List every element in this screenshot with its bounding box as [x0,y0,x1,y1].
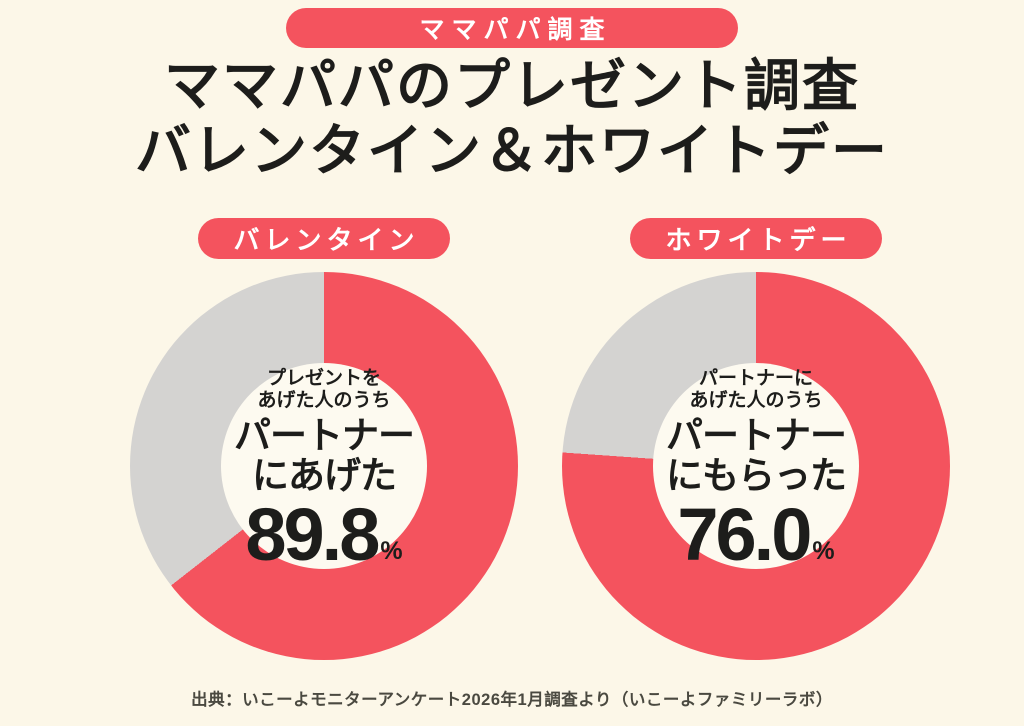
chart-valentine-badge-label: バレンタイン [233,224,420,255]
chart-valentine-donut: プレゼントを あげた人のうち パートナー にあげた 89.8 % [130,271,518,660]
chart-valentine-main-line1: パートナー [234,414,415,456]
chart-whiteday-center: パートナーに あげた人のうち パートナー にもらった 76.0 % [653,362,859,576]
chart-whiteday-main-line2: にもらった [666,455,847,497]
page-title-line2: バレンタイン＆ホワイトデー [135,118,889,182]
page-title-line1: ママパパのプレゼント調査 [164,54,860,117]
chart-valentine-note-line2: あげた人のうち [257,390,391,412]
chart-whiteday-main-line1: パートナー [666,414,847,456]
chart-valentine-value-row: 89.8 % [245,492,403,576]
source-attribution: 出典：いこーよモニターアンケート2026年1月調査より（いこーよファミリーラボ） [191,691,833,709]
charts-row: バレンタイン プレゼントを あげた人のうち パートナー にあげた 89.8 % … [130,217,950,660]
chart-whiteday-value: 76.0 [677,492,812,576]
chart-whiteday-note-line1: パートナーに [698,367,813,389]
chart-whiteday: ホワイトデー パートナーに あげた人のうち パートナー にもらった 76.0 % [562,217,950,660]
chart-whiteday-donut: パートナーに あげた人のうち パートナー にもらった 76.0 % [562,271,950,660]
chart-valentine-unit: % [380,537,403,566]
chart-valentine: バレンタイン プレゼントを あげた人のうち パートナー にあげた 89.8 % [130,217,518,660]
chart-valentine-center: プレゼントを あげた人のうち パートナー にあげた 89.8 % [221,362,427,576]
chart-whiteday-note-line2: あげた人のうち [689,390,823,412]
chart-whiteday-badge-label: ホワイトデー [665,224,852,255]
chart-whiteday-unit: % [812,537,835,566]
chart-valentine-value: 89.8 [245,492,380,576]
page-title: ママパパのプレゼント調査 バレンタイン＆ホワイトデー [135,54,889,184]
survey-badge: ママパパ調査 [286,8,738,48]
chart-whiteday-badge: ホワイトデー [630,217,882,259]
chart-valentine-badge: バレンタイン [198,217,450,259]
chart-valentine-main-line2: にあげた [252,455,397,497]
chart-whiteday-value-row: 76.0 % [677,492,835,576]
survey-badge-label: ママパパ調査 [419,16,612,44]
chart-valentine-note-line1: プレゼントを [266,367,381,389]
